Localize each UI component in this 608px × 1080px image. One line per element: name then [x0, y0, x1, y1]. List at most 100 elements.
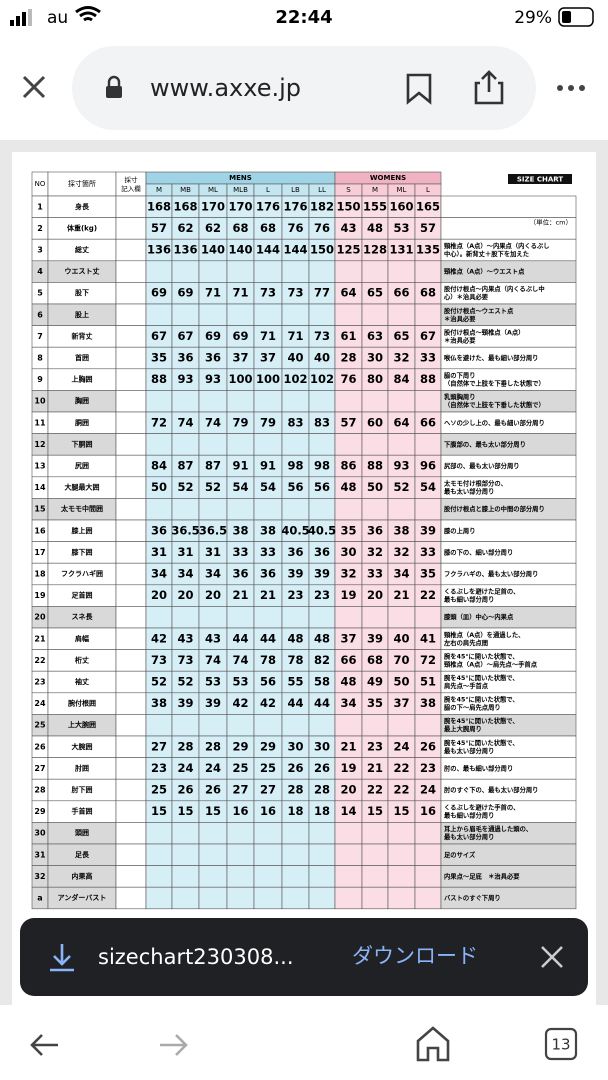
- row-item: 首囲: [75, 353, 89, 362]
- cell: [226, 822, 255, 845]
- mens-value: 55: [287, 675, 303, 689]
- cell: [387, 433, 416, 456]
- row-item: 新背丈: [72, 331, 93, 340]
- download-icon: [50, 944, 74, 972]
- mens-value: 56: [287, 480, 303, 494]
- row-no: 9: [37, 375, 43, 384]
- cell: [308, 886, 336, 910]
- row-note: 左右の肩先点間: [444, 638, 488, 647]
- tabs-button[interactable]: [544, 1027, 578, 1061]
- row-item: 胴囲: [74, 418, 89, 427]
- row-no: 32: [34, 872, 45, 881]
- row-no: 12: [34, 440, 45, 449]
- back-button[interactable]: [30, 1034, 58, 1056]
- mens-value: 73: [260, 286, 276, 300]
- mens-value: 170: [228, 199, 252, 213]
- womens-value: 96: [420, 459, 436, 473]
- row-note: 最も太い部分周り: [444, 487, 494, 496]
- womens-value: 21: [367, 761, 383, 775]
- cell: [387, 606, 416, 629]
- row-no: 17: [34, 548, 45, 557]
- mens-value: 44: [232, 631, 248, 645]
- cell: [308, 822, 336, 845]
- url-bar[interactable]: [72, 46, 536, 130]
- row-note: 最上大腕周り: [444, 724, 482, 733]
- size-label: ML: [208, 186, 218, 194]
- row-item: 上胸囲: [72, 375, 93, 384]
- row-note: 腕を45°に開いた状態で、: [443, 651, 519, 660]
- mens-value: 16: [260, 804, 276, 818]
- womens-value: 22: [393, 761, 409, 775]
- mens-value: 23: [287, 588, 303, 602]
- womens-value: 66: [420, 415, 436, 429]
- row-note: 頸椎点（A点）〜肩先点〜手首点: [444, 659, 538, 668]
- header-item: 採寸箇所: [68, 179, 96, 188]
- cell: [115, 735, 147, 758]
- row-item: 尻囲: [75, 461, 89, 470]
- cell: [387, 865, 416, 888]
- row-note: フクラハギの、最も太い部分周り: [444, 569, 538, 578]
- home-button[interactable]: [416, 1026, 450, 1062]
- bookmark-button[interactable]: [406, 73, 432, 105]
- download-action[interactable]: ダウンロード: [352, 944, 478, 968]
- close-button[interactable]: [22, 75, 46, 99]
- cell: [171, 390, 200, 413]
- womens-value: 155: [363, 199, 387, 213]
- womens-value: 160: [389, 199, 413, 213]
- cell: [226, 303, 255, 326]
- row-no: 27: [34, 764, 45, 773]
- row-item: 股上: [74, 310, 89, 319]
- mens-value: 29: [260, 739, 276, 753]
- womens-value: 80: [367, 372, 383, 386]
- mens-value: 21: [260, 588, 276, 602]
- menu-button[interactable]: [557, 85, 585, 91]
- cell: [226, 433, 255, 456]
- womens-value: 19: [340, 761, 356, 775]
- row-no: 4: [37, 267, 43, 276]
- cell: [308, 303, 336, 326]
- mens-value: 36.5: [199, 523, 227, 537]
- header-womens: WOMENS: [370, 174, 406, 182]
- bottom-nav: 13: [30, 1026, 578, 1062]
- mens-value: 71: [232, 286, 248, 300]
- mens-value: 68: [260, 221, 276, 235]
- row-item: 足長: [75, 850, 90, 859]
- cell: [387, 886, 416, 910]
- womens-value: 60: [367, 415, 383, 429]
- mens-value: 20: [151, 588, 167, 602]
- mens-value: 79: [260, 415, 276, 429]
- cell: [414, 498, 442, 521]
- cell: [226, 260, 255, 283]
- cell: [414, 822, 442, 845]
- size-label: MB: [180, 186, 191, 194]
- mens-value: 84: [151, 459, 167, 473]
- carrier: au: [47, 8, 68, 28]
- mens-value: 44: [314, 696, 330, 710]
- url[interactable]: www.axxe.jp: [150, 74, 301, 102]
- mens-value: 25: [232, 761, 248, 775]
- cell: [171, 433, 200, 456]
- mens-value: 140: [228, 243, 252, 257]
- row-item: 体重(kg): [67, 223, 97, 232]
- forward-button[interactable]: [160, 1034, 188, 1056]
- mens-value: 68: [232, 221, 248, 235]
- cell: [281, 865, 310, 888]
- mens-value: 74: [232, 653, 248, 667]
- row-note: 太モモ付け根部分の、: [444, 479, 507, 488]
- womens-value: 57: [340, 415, 356, 429]
- mens-value: 88: [151, 372, 167, 386]
- cell: [145, 433, 173, 456]
- womens-value: 48: [340, 675, 356, 689]
- cell: [115, 606, 147, 629]
- womens-value: 65: [367, 286, 383, 300]
- share-button[interactable]: [474, 70, 504, 105]
- cell: [115, 714, 147, 737]
- mens-value: 26: [287, 761, 303, 775]
- row-note: 肩先点〜手首点: [443, 681, 489, 690]
- size-label: L: [426, 186, 430, 194]
- womens-value: 64: [393, 415, 409, 429]
- cell: [308, 260, 336, 283]
- dismiss-button[interactable]: [541, 946, 563, 968]
- header-no: NO: [35, 180, 46, 188]
- header-mens: MENS: [229, 174, 252, 182]
